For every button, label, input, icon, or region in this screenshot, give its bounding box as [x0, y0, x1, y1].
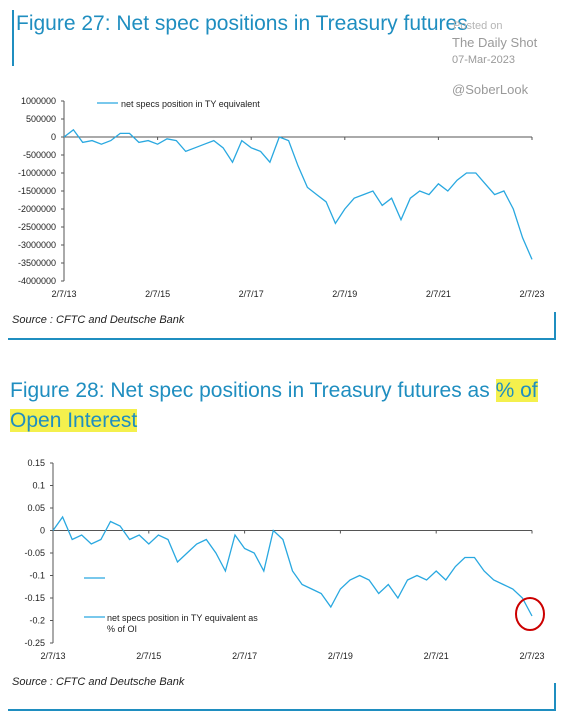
x-tick-label: 2/7/21	[424, 651, 449, 661]
y-tick-label: -1000000	[18, 168, 56, 178]
y-tick-label: -1500000	[18, 186, 56, 196]
y-tick-label: -0.1	[29, 571, 45, 581]
y-tick-label: 0	[40, 526, 45, 536]
chart-title-plain: Figure 28: Net spec positions in Treasur…	[10, 379, 496, 402]
chart-27-svg: 1000000 500000 0 -500000 -1000000 -1500000 -20…	[18, 96, 545, 299]
source-note: Source : CFTC and Deutsche Bank	[12, 314, 185, 326]
x-tick-label: 2/7/17	[239, 289, 264, 299]
y-tick-label: 0.1	[32, 481, 45, 491]
y-tick-label: -2500000	[18, 222, 56, 232]
panel-frame-right	[554, 683, 556, 711]
watermark-date: 07-Mar-2023	[452, 54, 515, 66]
series-line	[63, 128, 533, 260]
y-tick-label: -0.25	[24, 638, 45, 648]
y-tick-label: -3000000	[18, 240, 56, 250]
x-tick-label: 2/7/21	[426, 289, 451, 299]
panel-frame-bottom	[8, 338, 556, 340]
x-tick-label: 2/7/15	[145, 289, 170, 299]
x-tick-label: 2/7/23	[519, 289, 544, 299]
x-tick-label: 2/7/19	[332, 289, 357, 299]
y-tick-label: -0.05	[24, 548, 45, 558]
watermark-publisher: The Daily Shot	[452, 35, 538, 50]
y-tick-label: 0	[51, 132, 56, 142]
watermark-handle: @SoberLook	[452, 82, 529, 97]
y-tick-label: -500000	[23, 150, 56, 160]
y-tick-label: 0.05	[27, 503, 45, 513]
panel-frame-left	[12, 10, 14, 66]
y-tick-label: -0.2	[29, 616, 45, 626]
figure-28-panel: Figure 28: Net spec positions in Treasur…	[0, 362, 564, 711]
panel-frame-bottom	[8, 709, 556, 711]
legend-label: net specs position in TY equivalent as	[107, 613, 258, 623]
y-tick-label: -4000000	[18, 276, 56, 286]
chart-28-svg: 0.15 0.1 0.05 0 -0.05 -0.1 -0.15 -0.2 -0.25 2/7/1…	[24, 458, 545, 661]
source-note: Source : CFTC and Deutsche Bank	[12, 676, 185, 688]
x-tick-label: 2/7/17	[232, 651, 257, 661]
panel-frame-right	[554, 312, 556, 340]
x-tick-label: 2/7/13	[40, 651, 65, 661]
figure-27-panel: Figure 27: Net spec positions in Treasur…	[0, 0, 564, 340]
x-tick-label: 2/7/19	[328, 651, 353, 661]
x-tick-label: 2/7/13	[51, 289, 76, 299]
series-line	[52, 515, 533, 617]
y-tick-label: 500000	[26, 114, 56, 124]
watermark-source: Posted on	[453, 20, 503, 32]
y-tick-label: -2000000	[18, 204, 56, 214]
chart-title: Figure 27: Net spec positions in Treasur…	[16, 12, 468, 35]
y-tick-label: -0.15	[24, 593, 45, 603]
x-tick-label: 2/7/15	[136, 651, 161, 661]
highlight-circle	[515, 597, 545, 631]
y-tick-label: 1000000	[21, 96, 56, 106]
legend-label: net specs position in TY equivalent	[121, 99, 260, 109]
y-tick-label: -3500000	[18, 258, 56, 268]
x-tick-label: 2/7/23	[519, 651, 544, 661]
y-tick-label: 0.15	[27, 458, 45, 468]
legend-label: % of OI	[107, 624, 137, 634]
chart-title: Figure 28: Net spec positions in Treasur…	[10, 376, 550, 436]
